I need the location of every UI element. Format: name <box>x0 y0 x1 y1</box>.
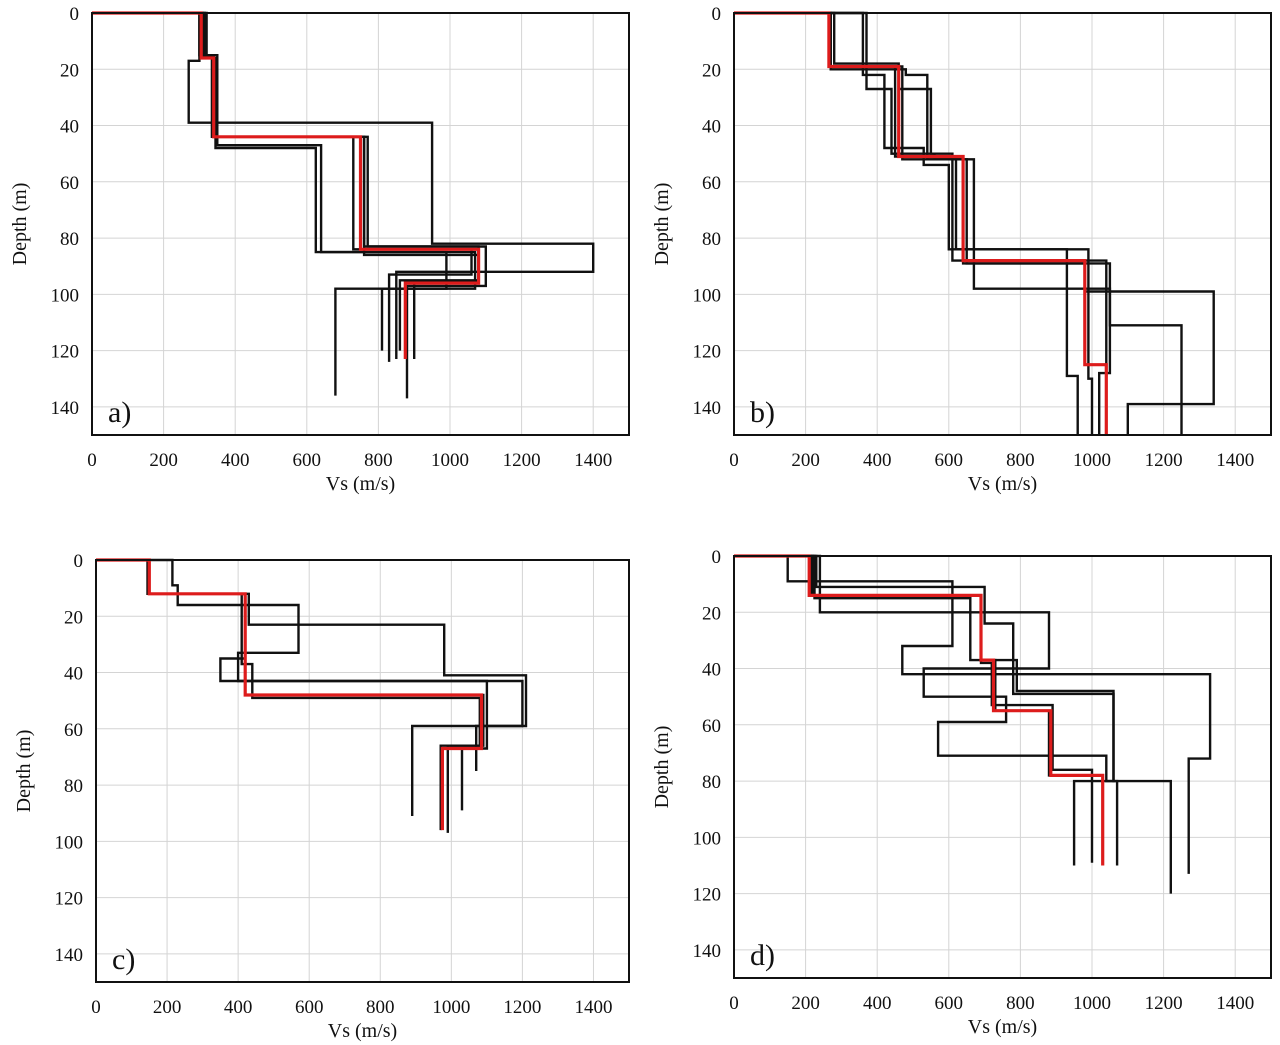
panel-d-y-tick-label-140: 140 <box>693 941 722 962</box>
panel-b-profile-line-1 <box>734 11 1079 435</box>
panel-d-y-axis-title: Depth (m) <box>651 726 673 809</box>
panel-a-x-tick-label-1400: 1400 <box>574 450 612 471</box>
panel-d-chart: 0 200 400 600 800 1000 1200 1400 0 20 40 60 80 100 120… <box>651 547 1272 1038</box>
panel-d-y-tick-label-120: 120 <box>693 885 722 906</box>
panel-d-y-tick-label-20: 20 <box>702 603 721 624</box>
panel-a-x-tick-label-0: 0 <box>87 450 97 471</box>
panel-c-y-tick-label-100: 100 <box>55 832 84 853</box>
panel-b-x-tick-label-400: 400 <box>863 450 892 471</box>
panel-c-x-tick-label-0: 0 <box>91 997 101 1018</box>
panel-b-best-profile-line <box>734 11 1108 435</box>
panel-d-profile-line-1 <box>734 554 1212 874</box>
panel-c-chart: 0 200 400 600 800 1000 1200 1400 0 20 40 60 80 100 120… <box>13 551 630 1042</box>
panel-b-x-tick-label-1400: 1400 <box>1216 450 1254 471</box>
panel-a-x-tick-label-1000: 1000 <box>431 450 469 471</box>
panel-d-x-tick-label-800: 800 <box>1006 993 1035 1014</box>
panel-d-x-tick-label-1400: 1400 <box>1216 993 1254 1014</box>
panel-a-plot-frame <box>91 12 630 436</box>
panel-b-y-tick-label-60: 60 <box>702 173 721 194</box>
panel-a-y-tick-label-100: 100 <box>51 285 80 306</box>
panel-c-x-tick-label-600: 600 <box>295 997 324 1018</box>
panel-b-y-tick-label-140: 140 <box>693 398 722 419</box>
panel-a-y-tick-label-140: 140 <box>51 398 80 419</box>
panel-d-profile-line-3 <box>734 554 1119 866</box>
panel-d-x-tick-label-400: 400 <box>863 993 892 1014</box>
panel-c-y-tick-label-120: 120 <box>55 889 84 910</box>
panel-b-chart: 0 200 400 600 800 1000 1200 1400 0 20 40 60 80 100 120… <box>651 4 1272 495</box>
panel-a-x-tick-label-600: 600 <box>293 450 322 471</box>
panel-a-y-axis-title: Depth (m) <box>9 183 31 266</box>
panel-d-profile-line-4 <box>734 554 1115 866</box>
panel-c-plot-frame <box>95 559 630 983</box>
panel-b-y-tick-label-80: 80 <box>702 229 721 250</box>
panel-a-profile-line-5 <box>92 11 477 351</box>
panel-d-x-tick-label-1000: 1000 <box>1073 993 1111 1014</box>
panel-c-y-tick-label-0: 0 <box>74 551 84 572</box>
panel-d-panel-label: d) <box>750 939 775 972</box>
panel-a-y-tick-label-120: 120 <box>51 342 80 363</box>
panel-d-y-tick-label-60: 60 <box>702 716 721 737</box>
panel-b-x-tick-label-800: 800 <box>1006 450 1035 471</box>
panel-b-y-tick-label-100: 100 <box>693 285 722 306</box>
panel-b-x-axis-title: Vs (m/s) <box>968 473 1037 495</box>
panel-d-x-tick-label-200: 200 <box>791 993 820 1014</box>
panel-b-x-tick-label-1200: 1200 <box>1145 450 1183 471</box>
panel-a-y-tick-label-80: 80 <box>60 229 79 250</box>
panel-b-x-tick-label-600: 600 <box>935 450 964 471</box>
panel-d-x-tick-label-0: 0 <box>729 993 739 1014</box>
panel-d-plot-frame <box>733 555 1272 979</box>
panel-d-y-tick-label-40: 40 <box>702 660 721 681</box>
panel-a-y-tick-label-60: 60 <box>60 173 79 194</box>
panel-d-x-tick-label-1200: 1200 <box>1145 993 1183 1014</box>
panel-c-y-tick-label-40: 40 <box>64 664 83 685</box>
panel-b-y-axis-title: Depth (m) <box>651 183 673 266</box>
panel-c-best-profile-line <box>96 558 484 831</box>
panel-a-chart: 0 200 400 600 800 1000 1200 1400 0 20 40 60 80 100 120… <box>9 4 630 495</box>
panel-a-best-profile-line <box>92 11 481 359</box>
panel-b-y-tick-label-20: 20 <box>702 60 721 81</box>
panel-d-profile-line-2 <box>734 554 1173 894</box>
panel-c-x-tick-label-1000: 1000 <box>432 997 470 1018</box>
panel-c-x-tick-label-1200: 1200 <box>503 997 541 1018</box>
panel-d-y-tick-label-80: 80 <box>702 772 721 793</box>
panel-c-y-tick-label-80: 80 <box>64 776 83 797</box>
panel-c-x-tick-label-1400: 1400 <box>574 997 612 1018</box>
panel-a-y-tick-label-40: 40 <box>60 117 79 138</box>
panel-d-y-tick-label-100: 100 <box>693 828 722 849</box>
panel-a-panel-label: a) <box>108 396 131 429</box>
panel-b-panel-label: b) <box>750 396 775 429</box>
panel-c-y-tick-label-20: 20 <box>64 607 83 628</box>
panel-b-y-tick-label-40: 40 <box>702 117 721 138</box>
panel-d-x-axis-title: Vs (m/s) <box>968 1016 1037 1038</box>
panel-a-x-axis-title: Vs (m/s) <box>326 473 395 495</box>
panel-d-profile-line-5 <box>734 554 1094 863</box>
panel-a-x-tick-label-200: 200 <box>149 450 178 471</box>
panel-b-plot-frame <box>733 12 1272 436</box>
panel-c-y-tick-label-60: 60 <box>64 720 83 741</box>
panel-b-x-tick-label-200: 200 <box>791 450 820 471</box>
panel-d-best-profile-line <box>734 554 1105 866</box>
panel-c-x-tick-label-200: 200 <box>153 997 182 1018</box>
panel-a-y-tick-label-20: 20 <box>60 60 79 81</box>
panel-b-y-tick-label-0: 0 <box>712 4 722 25</box>
panel-c-x-tick-label-800: 800 <box>366 997 395 1018</box>
panel-b-y-tick-label-120: 120 <box>693 342 722 363</box>
panel-c-x-tick-label-400: 400 <box>224 997 253 1018</box>
panel-d-y-tick-label-0: 0 <box>712 547 722 568</box>
panel-c-y-tick-label-140: 140 <box>55 945 84 966</box>
panel-c-panel-label: c) <box>112 943 135 976</box>
panel-b-x-tick-label-0: 0 <box>729 450 739 471</box>
panel-c-y-axis-title: Depth (m) <box>13 730 35 813</box>
panel-c-x-axis-title: Vs (m/s) <box>328 1020 397 1042</box>
panel-b-x-tick-label-1000: 1000 <box>1073 450 1111 471</box>
panel-d-x-tick-label-600: 600 <box>935 993 964 1014</box>
panel-a-x-tick-label-800: 800 <box>364 450 393 471</box>
panel-a-x-tick-label-1200: 1200 <box>503 450 541 471</box>
panel-a-y-tick-label-0: 0 <box>70 4 80 25</box>
panel-a-x-tick-label-400: 400 <box>221 450 250 471</box>
